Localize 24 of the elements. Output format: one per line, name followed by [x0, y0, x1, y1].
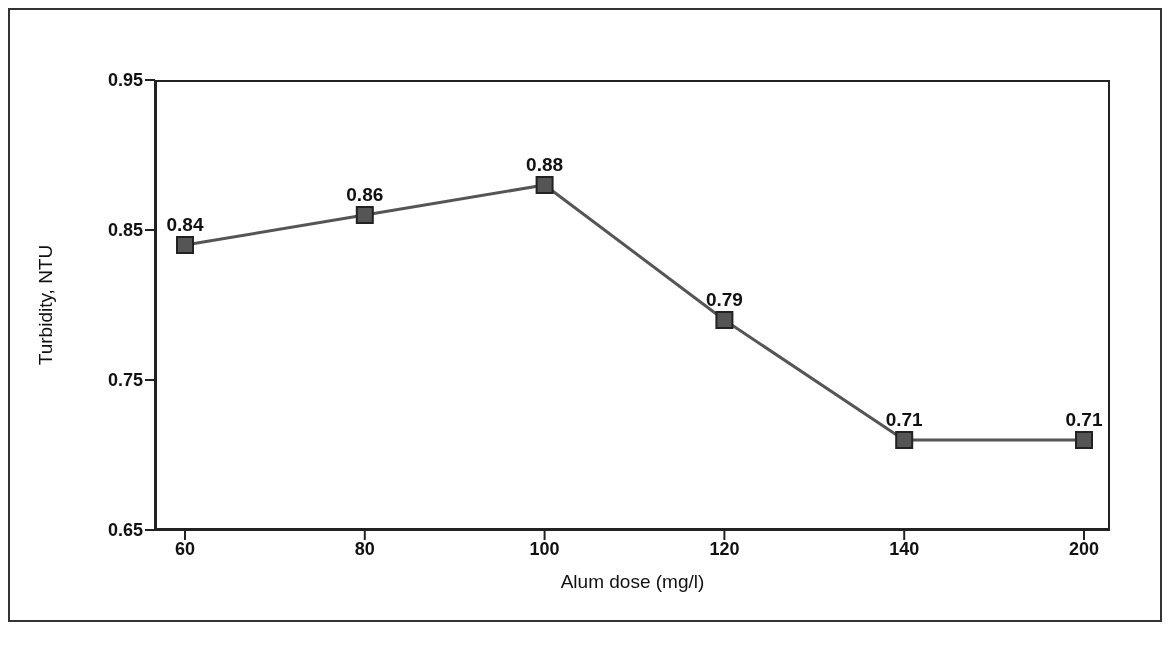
data-label: 0.86 [346, 184, 384, 205]
x-tick-label: 200 [1068, 538, 1100, 559]
data-label: 0.71 [1065, 409, 1103, 430]
x-tick-label: 100 [529, 538, 560, 559]
y-axis-title: Turbidity, NTU [34, 244, 56, 366]
y-tick-label: 0.95 [107, 70, 143, 91]
data-label: 0.79 [705, 289, 743, 310]
y-tick-label: 0.85 [107, 220, 143, 241]
point [1075, 431, 1093, 449]
x-tick-label: 80 [354, 538, 375, 559]
x-tick-label: 120 [709, 538, 740, 559]
y-tick-label: 0.75 [107, 370, 143, 391]
point [535, 176, 554, 194]
x-tick-label: 140 [889, 538, 920, 559]
point [715, 311, 734, 329]
point [895, 431, 914, 449]
point [176, 236, 194, 254]
data-label: 0.88 [526, 154, 564, 175]
y-tick-label: 0.65 [107, 520, 143, 541]
x-axis-title: Alum dose (mg/l) [560, 571, 705, 592]
x-tick-label: 60 [174, 538, 196, 559]
point [355, 206, 374, 224]
data-label: 0.71 [885, 409, 924, 430]
data-label: 0.84 [166, 214, 204, 235]
